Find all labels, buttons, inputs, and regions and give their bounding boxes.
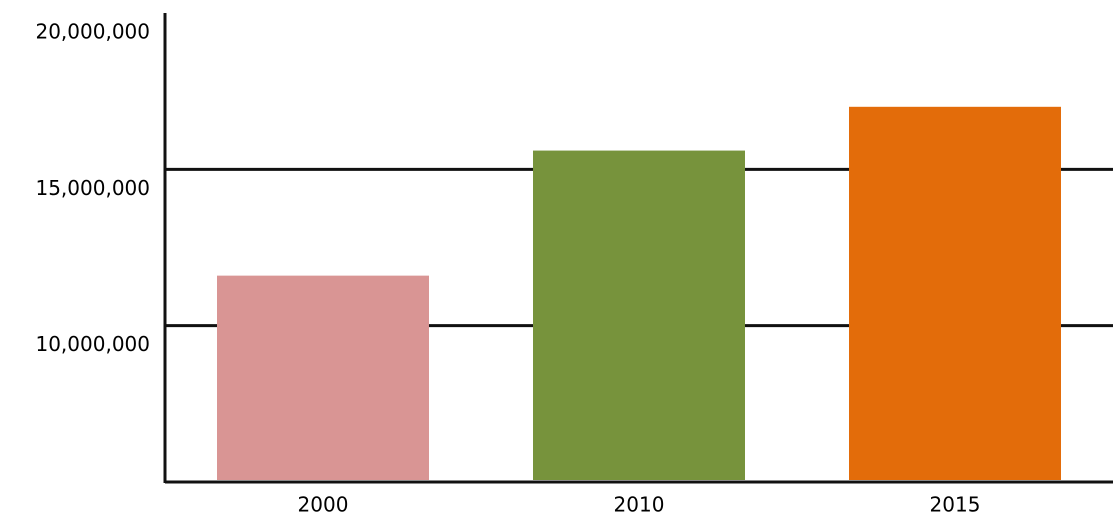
y-tick-label: 20,000,000 xyxy=(35,20,150,44)
bar xyxy=(849,106,1061,481)
bar xyxy=(217,275,429,480)
x-tick-label: 2010 xyxy=(614,493,665,517)
y-tick-label: 10,000,000 xyxy=(35,332,150,356)
x-tick-label: 2000 xyxy=(298,493,349,517)
y-tick-label: 15,000,000 xyxy=(35,176,150,200)
x-tick-label: 2015 xyxy=(930,493,981,517)
bar xyxy=(533,150,745,480)
